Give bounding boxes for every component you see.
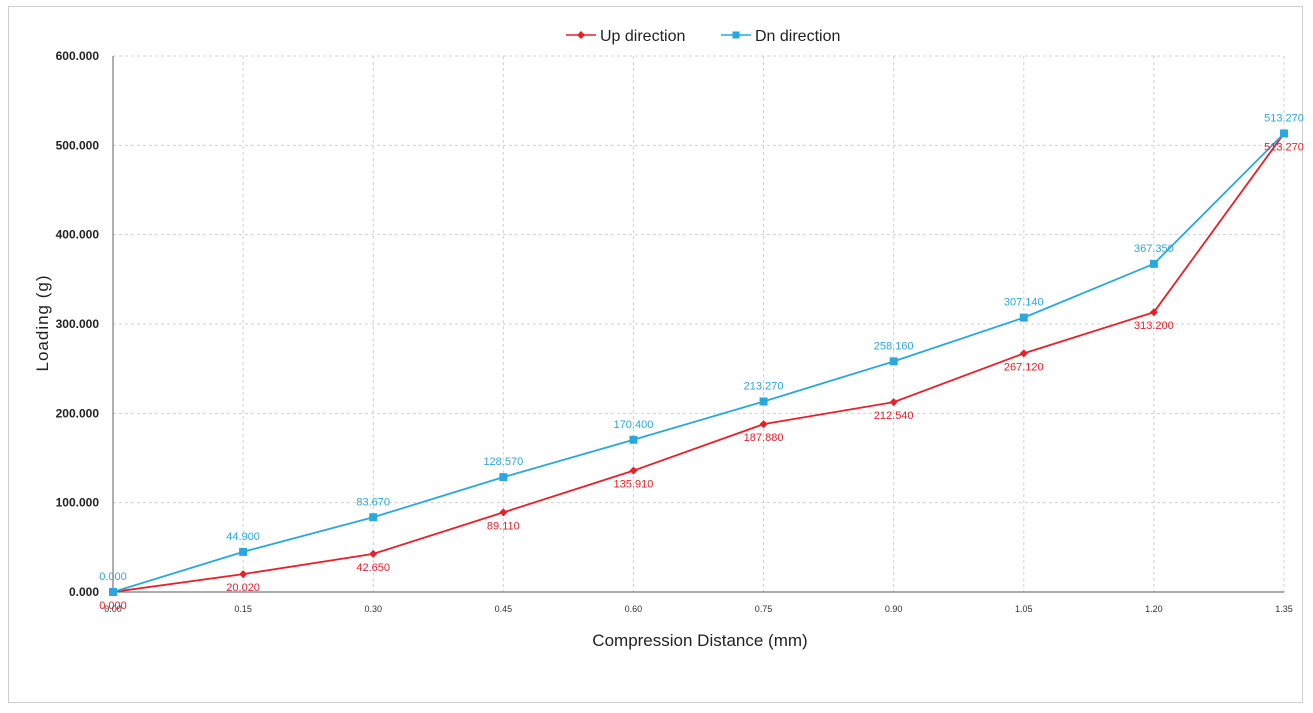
y-tick-label-2: 200.000 (56, 406, 100, 420)
x-tick-label-8: 1.20 (1145, 604, 1163, 614)
marker-s0-5 (759, 420, 768, 429)
data-label-s0-9: 513.270 (1264, 141, 1304, 153)
marker-s0-4 (629, 466, 638, 475)
legend: Up direction Dn direction (566, 28, 840, 45)
y-tick-label-6: 600.000 (56, 49, 100, 63)
x-tick-label-9: 1.35 (1275, 604, 1293, 614)
data-label-s1-6: 258.160 (874, 340, 914, 352)
legend-label-up: Up direction (600, 28, 685, 45)
marker-s0-6 (889, 398, 898, 407)
y-tick-label-4: 400.000 (56, 228, 100, 242)
marker-s0-3 (499, 508, 508, 517)
y-tick-label-1: 100.000 (56, 496, 100, 510)
legend-marker-up (577, 31, 585, 39)
data-label-s0-7: 267.120 (1004, 361, 1044, 373)
series-line-1 (112, 132, 1285, 593)
marker-s1-2 (369, 513, 378, 522)
data-label-s0-2: 42.650 (356, 562, 390, 574)
data-label-s0-4: 135.910 (614, 479, 654, 491)
y-tick-label-3: 300.000 (56, 317, 100, 331)
data-label-s1-9: 513.270 (1264, 112, 1304, 124)
data-label-s1-0: 0.000 (99, 571, 127, 583)
marker-s1-3 (499, 473, 508, 482)
chart-frame (8, 6, 1303, 703)
data-label-s1-7: 307.140 (1004, 297, 1044, 309)
marker-s1-6 (889, 357, 898, 366)
x-tick-label-1: 0.15 (234, 604, 252, 614)
data-label-s0-3: 89.110 (487, 520, 520, 532)
marker-s0-1 (239, 570, 248, 579)
x-tick-label-5: 0.75 (755, 604, 773, 614)
x-tick-labels: 0.00 0.15 0.30 0.45 0.60 0.75 0.90 1.05 1.20 1.35 (104, 604, 1293, 614)
y-tick-labels: 0.000 100.000 200.000 300.000 400.000 500.000… (56, 49, 100, 599)
x-tick-label-2: 0.30 (364, 604, 382, 614)
data-label-s0-6: 212.540 (874, 410, 914, 422)
gridlines (113, 55, 1285, 592)
marker-s0-8 (1149, 308, 1158, 317)
data-labels: 0.000 20.020 42.650 89.110 135.910 187.880 212… (99, 112, 1304, 612)
marker-s0-7 (1019, 349, 1028, 358)
marker-s1-8 (1149, 259, 1158, 268)
series-markers (109, 129, 1288, 596)
marker-s1-7 (1019, 313, 1028, 322)
marker-s1-1 (239, 547, 248, 556)
x-tick-label-7: 1.05 (1015, 604, 1033, 614)
data-label-s0-0: 0.000 (99, 600, 127, 612)
data-label-s0-1: 20.020 (226, 582, 260, 594)
data-label-s1-3: 128.570 (483, 456, 523, 468)
data-label-s1-5: 213.270 (744, 380, 784, 392)
data-label-s0-8: 313.200 (1134, 320, 1174, 332)
marker-s0-2 (369, 549, 378, 558)
x-tick-label-4: 0.60 (625, 604, 643, 614)
data-label-s1-8: 367.350 (1134, 243, 1174, 255)
axes (112, 56, 1284, 593)
series-lines (112, 132, 1285, 593)
x-tick-label-0: 0.00 (104, 604, 122, 614)
data-label-s1-4: 170.400 (614, 419, 654, 431)
marker-s1-0 (109, 588, 117, 596)
y-tick-label-5: 500.000 (56, 138, 100, 152)
marker-s1-9 (1280, 129, 1288, 138)
x-tick-label-3: 0.45 (495, 604, 513, 614)
legend-label-dn: Dn direction (755, 28, 840, 45)
x-tick-label-6: 0.90 (885, 604, 903, 614)
series-line-0 (112, 132, 1285, 593)
data-label-s1-2: 83.670 (356, 496, 390, 508)
y-axis-title: Loading (g) (33, 274, 52, 371)
data-label-s0-5: 187.880 (744, 432, 784, 444)
x-axis-title: Compression Distance (mm) (592, 631, 807, 650)
legend-marker-dn (732, 31, 740, 39)
legend-item-up[interactable]: Up direction (566, 28, 685, 45)
marker-s1-5 (759, 397, 768, 406)
marker-s1-4 (629, 435, 638, 444)
legend-item-dn[interactable]: Dn direction (721, 28, 840, 45)
data-label-s1-1: 44.900 (226, 531, 260, 543)
y-tick-label-0: 0.000 (69, 585, 99, 599)
